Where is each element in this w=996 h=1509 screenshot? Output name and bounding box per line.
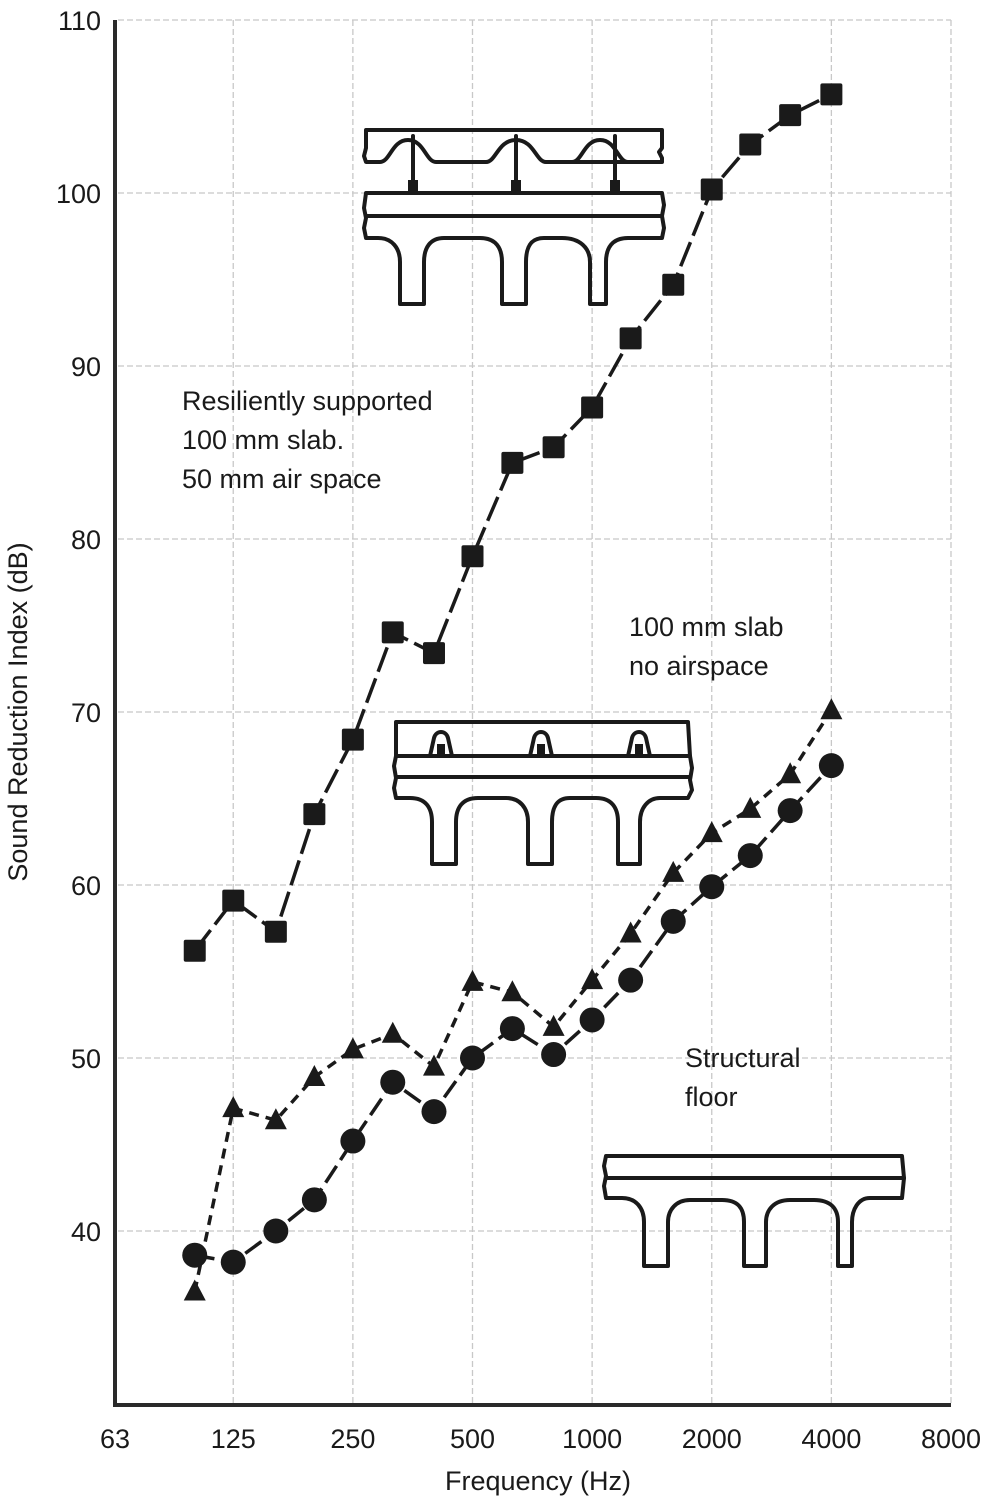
x-tick-label: 125 [211, 1424, 256, 1454]
square-marker [581, 396, 604, 419]
circle-marker [301, 1187, 327, 1213]
annotation-no_air: 100 mm slab [629, 612, 784, 642]
circle-marker [541, 1042, 567, 1068]
square-marker [303, 803, 326, 826]
square-marker [700, 178, 723, 201]
structural-floor-diagram [602, 1154, 906, 1268]
data-series [182, 83, 844, 1301]
triangle-marker [183, 1279, 206, 1301]
x-tick-label: 1000 [562, 1424, 622, 1454]
annotation-no_air: no airspace [629, 651, 769, 681]
series-square [183, 83, 843, 962]
circle-marker [182, 1242, 208, 1268]
triangle-marker [820, 698, 843, 720]
resilient-floor-diagram [362, 128, 666, 306]
y-axis-title: Sound Reduction Index (dB) [3, 542, 33, 881]
x-tick-label: 63 [100, 1424, 130, 1454]
triangle-marker [619, 921, 642, 943]
circle-marker [220, 1249, 246, 1275]
series-circle [182, 753, 844, 1275]
triangle-marker [341, 1037, 364, 1059]
x-tick-label: 2000 [682, 1424, 742, 1454]
axes [113, 20, 951, 1407]
circle-marker [737, 843, 763, 869]
triangle-marker [662, 860, 685, 882]
triangle-marker [700, 821, 723, 843]
square-marker [422, 642, 445, 665]
triangle-marker [264, 1108, 287, 1130]
x-tick-label: 500 [450, 1424, 495, 1454]
triangle-marker [739, 796, 762, 818]
square-marker [501, 451, 524, 474]
square-marker [619, 327, 642, 350]
triangle-marker [303, 1065, 326, 1087]
y-tick-label: 40 [71, 1217, 101, 1247]
annotations: Resiliently supported 100 mm slab. 50 mm a… [182, 386, 801, 1112]
floor-section-diagrams [362, 128, 906, 1268]
annotation-structural: floor [685, 1082, 738, 1112]
circle-marker [459, 1045, 485, 1071]
series-triangle [183, 698, 843, 1301]
series-line [194, 764, 833, 1264]
annotation-structural: Structural [685, 1043, 801, 1073]
circle-marker [818, 753, 844, 779]
x-axis-title: Frequency (Hz) [445, 1466, 631, 1496]
triangle-marker [422, 1054, 445, 1076]
square-marker [739, 133, 762, 156]
square-marker [264, 920, 287, 943]
x-tick-label: 8000 [921, 1424, 981, 1454]
annotation-resilient: Resiliently supported [182, 386, 433, 416]
y-tick-label: 80 [71, 525, 101, 555]
circle-marker [263, 1218, 289, 1244]
x-tick-label: 250 [330, 1424, 375, 1454]
no-airspace-floor-diagram [392, 720, 694, 866]
circle-marker [777, 798, 803, 824]
y-tick-label: 50 [71, 1044, 101, 1074]
triangle-marker [779, 762, 802, 784]
circle-marker [660, 908, 686, 934]
square-marker [662, 273, 685, 296]
series-line [193, 92, 833, 952]
y-tick-label: 60 [71, 871, 101, 901]
triangle-marker [222, 1096, 245, 1118]
triangle-marker [381, 1021, 404, 1043]
square-marker [779, 104, 802, 127]
circle-marker [340, 1128, 366, 1154]
triangle-marker [542, 1014, 565, 1036]
annotation-resilient: 100 mm slab. [182, 425, 344, 455]
square-marker [183, 939, 206, 962]
y-tick-label: 90 [71, 352, 101, 382]
tick-labels: 63 125 250 500 1000 2000 4000 8000 40 50 60 70 80 90 1… [56, 6, 981, 1454]
y-tick-label: 70 [71, 698, 101, 728]
square-marker [820, 83, 843, 106]
square-marker [381, 621, 404, 644]
circle-marker [499, 1016, 525, 1042]
square-marker [461, 545, 484, 568]
triangle-marker [581, 968, 604, 990]
y-tick-label: 100 [56, 179, 101, 209]
triangle-marker [501, 980, 524, 1002]
square-marker [341, 728, 364, 751]
x-tick-label: 4000 [801, 1424, 861, 1454]
circle-marker [380, 1069, 406, 1095]
annotation-resilient: 50 mm air space [182, 464, 382, 494]
square-marker [542, 436, 565, 459]
circle-marker [421, 1099, 447, 1125]
y-tick-label: 110 [58, 6, 101, 36]
triangle-marker [461, 969, 484, 991]
circle-marker [699, 874, 725, 900]
square-marker [222, 889, 245, 912]
circle-marker [618, 967, 644, 993]
circle-marker [579, 1007, 605, 1033]
